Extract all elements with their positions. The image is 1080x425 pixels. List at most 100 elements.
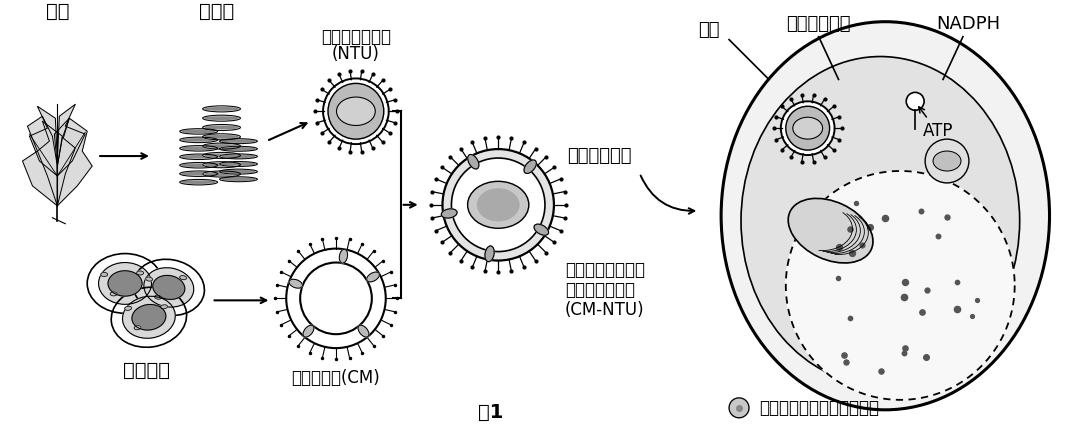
- Ellipse shape: [144, 268, 193, 307]
- Ellipse shape: [179, 154, 217, 159]
- Ellipse shape: [933, 151, 961, 171]
- Ellipse shape: [179, 179, 217, 185]
- Ellipse shape: [179, 162, 217, 168]
- Ellipse shape: [359, 325, 369, 337]
- Ellipse shape: [721, 22, 1050, 410]
- Ellipse shape: [205, 108, 238, 110]
- Ellipse shape: [442, 209, 457, 218]
- Ellipse shape: [87, 254, 163, 313]
- Ellipse shape: [524, 160, 537, 173]
- Ellipse shape: [222, 148, 255, 150]
- Ellipse shape: [303, 325, 314, 337]
- Ellipse shape: [154, 295, 162, 299]
- Ellipse shape: [219, 177, 257, 182]
- Ellipse shape: [203, 106, 241, 112]
- Circle shape: [906, 92, 924, 110]
- Text: NADPH: NADPH: [936, 15, 1000, 33]
- Ellipse shape: [179, 137, 217, 143]
- Ellipse shape: [205, 136, 238, 138]
- Ellipse shape: [205, 154, 238, 156]
- Text: ATP: ATP: [922, 122, 954, 140]
- Text: 提高合成产量: 提高合成产量: [786, 15, 851, 33]
- Ellipse shape: [183, 130, 215, 133]
- Text: 软骨细胞: 软骨细胞: [123, 360, 171, 380]
- Text: 光照: 光照: [699, 21, 720, 39]
- Ellipse shape: [203, 134, 241, 140]
- Text: 类囊体: 类囊体: [199, 2, 234, 21]
- Ellipse shape: [183, 164, 215, 166]
- Ellipse shape: [179, 275, 187, 280]
- Ellipse shape: [222, 178, 255, 180]
- Ellipse shape: [122, 296, 175, 338]
- Polygon shape: [29, 106, 57, 176]
- Ellipse shape: [534, 224, 549, 235]
- Ellipse shape: [100, 272, 108, 276]
- Ellipse shape: [222, 163, 255, 165]
- Ellipse shape: [205, 145, 238, 147]
- Ellipse shape: [203, 115, 241, 121]
- Ellipse shape: [203, 143, 241, 149]
- Ellipse shape: [219, 139, 257, 144]
- Ellipse shape: [219, 146, 257, 151]
- Ellipse shape: [134, 326, 141, 330]
- Ellipse shape: [161, 305, 167, 309]
- Ellipse shape: [788, 198, 873, 263]
- Ellipse shape: [203, 125, 241, 130]
- Circle shape: [926, 139, 969, 183]
- Text: 图1: 图1: [477, 403, 503, 422]
- Ellipse shape: [203, 162, 241, 168]
- Ellipse shape: [108, 271, 143, 296]
- Ellipse shape: [98, 263, 151, 304]
- Circle shape: [443, 149, 554, 261]
- Text: 内置植物类囊体的软骨细胞: 内置植物类囊体的软骨细胞: [759, 399, 879, 417]
- Ellipse shape: [337, 97, 376, 125]
- Ellipse shape: [219, 162, 257, 167]
- Ellipse shape: [205, 164, 238, 166]
- Polygon shape: [57, 118, 92, 206]
- Circle shape: [323, 79, 389, 144]
- Ellipse shape: [183, 173, 215, 175]
- Ellipse shape: [477, 189, 518, 221]
- Ellipse shape: [219, 154, 257, 159]
- Ellipse shape: [468, 154, 478, 169]
- Polygon shape: [38, 121, 63, 206]
- Text: 软骨细胞膜(CM): 软骨细胞膜(CM): [292, 369, 380, 387]
- Circle shape: [451, 158, 545, 252]
- Text: 菠菜: 菠菜: [45, 2, 69, 21]
- Text: (CM-NTU): (CM-NTU): [565, 301, 645, 319]
- Polygon shape: [23, 116, 57, 206]
- Ellipse shape: [205, 117, 238, 119]
- Text: 靶向性膜融合: 靶向性膜融合: [567, 147, 632, 165]
- Ellipse shape: [137, 271, 144, 275]
- Ellipse shape: [203, 171, 241, 177]
- Ellipse shape: [222, 140, 255, 142]
- Ellipse shape: [179, 129, 217, 134]
- Ellipse shape: [485, 246, 495, 262]
- Ellipse shape: [183, 139, 215, 141]
- Circle shape: [786, 171, 1015, 400]
- Circle shape: [328, 83, 383, 139]
- Ellipse shape: [468, 181, 529, 228]
- Ellipse shape: [203, 153, 241, 159]
- Circle shape: [272, 235, 400, 362]
- Text: (NTU): (NTU): [332, 45, 380, 62]
- Ellipse shape: [183, 181, 215, 183]
- Ellipse shape: [289, 279, 302, 288]
- Ellipse shape: [111, 287, 187, 347]
- Ellipse shape: [222, 171, 255, 173]
- Circle shape: [781, 101, 835, 155]
- Ellipse shape: [124, 306, 132, 310]
- Text: 纳米类囊体单位: 纳米类囊体单位: [321, 28, 391, 45]
- Ellipse shape: [205, 126, 238, 129]
- Ellipse shape: [222, 156, 255, 157]
- Circle shape: [729, 398, 750, 418]
- Ellipse shape: [110, 292, 117, 296]
- Ellipse shape: [146, 277, 152, 281]
- Ellipse shape: [793, 117, 823, 139]
- Ellipse shape: [205, 173, 238, 175]
- Ellipse shape: [179, 171, 217, 176]
- Ellipse shape: [179, 146, 217, 151]
- Ellipse shape: [367, 272, 379, 282]
- Ellipse shape: [152, 275, 185, 299]
- Circle shape: [786, 106, 829, 150]
